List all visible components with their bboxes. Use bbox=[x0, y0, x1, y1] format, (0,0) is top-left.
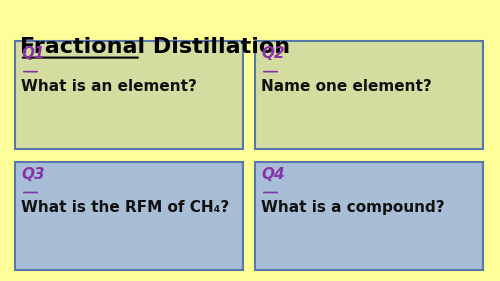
FancyBboxPatch shape bbox=[15, 162, 242, 270]
Text: Q4: Q4 bbox=[261, 167, 284, 182]
FancyBboxPatch shape bbox=[15, 41, 242, 149]
Text: Q2: Q2 bbox=[261, 46, 284, 61]
Text: What is a compound?: What is a compound? bbox=[261, 200, 444, 214]
Text: Q1: Q1 bbox=[21, 46, 44, 61]
Text: Q3: Q3 bbox=[21, 167, 44, 182]
FancyBboxPatch shape bbox=[255, 162, 482, 270]
Text: What is an element?: What is an element? bbox=[21, 79, 197, 94]
Text: Fractional Distillation: Fractional Distillation bbox=[20, 37, 290, 56]
Text: Name one element?: Name one element? bbox=[261, 79, 432, 94]
FancyBboxPatch shape bbox=[255, 41, 482, 149]
Text: What is the RFM of CH₄?: What is the RFM of CH₄? bbox=[21, 200, 229, 214]
